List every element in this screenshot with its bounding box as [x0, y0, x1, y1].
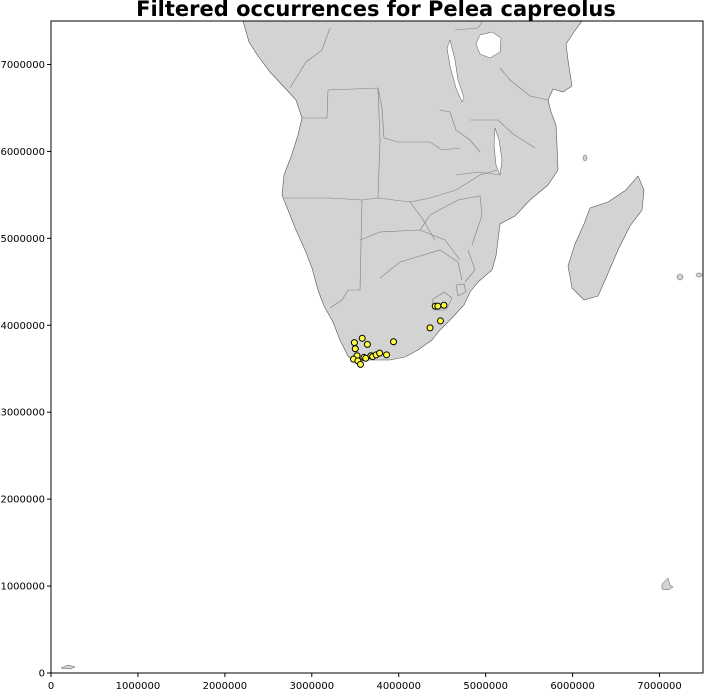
occurrence-point [390, 338, 398, 346]
island-kerguelen [661, 577, 674, 591]
occurrence-point [436, 317, 444, 325]
x-tick-label: 7000000 [637, 681, 682, 690]
eswatini-outline [455, 283, 467, 297]
y-tick-label: 7000000 [0, 60, 45, 71]
y-tick-label: 1000000 [0, 582, 45, 593]
y-tick-label: 4000000 [0, 321, 45, 332]
occurrence-point [426, 324, 434, 332]
x-tick-label: 5000000 [463, 681, 508, 690]
occurrence-point [376, 349, 384, 357]
island-south-sandwich [60, 664, 76, 670]
y-tick-label: 0 [39, 669, 45, 680]
x-tick-label: 2000000 [203, 681, 248, 690]
axes-frame [50, 20, 704, 674]
occurrence-point [356, 360, 364, 368]
plot-area [50, 20, 704, 674]
y-tick-label: 2000000 [0, 495, 45, 506]
x-tick-label: 4000000 [376, 681, 421, 690]
occurrence-point [358, 334, 366, 342]
lake-victoria [475, 31, 502, 59]
occurrence-point [363, 340, 371, 348]
y-tick-label: 5000000 [0, 234, 45, 245]
chart-title: Filtered occurrences for Pelea capreolus [136, 0, 616, 21]
x-axis: 0 1000000 2000000 3000000 4000000 5000000 6000… [48, 673, 682, 690]
x-tick-label: 6000000 [550, 681, 595, 690]
africa-landmass [242, 20, 583, 363]
island-mauritius [676, 273, 684, 281]
occurrence-point [351, 345, 359, 353]
occurrence-point [434, 302, 442, 310]
x-tick-label: 1000000 [116, 681, 161, 690]
x-tick-label: 0 [48, 681, 54, 690]
occurrence-point [383, 351, 391, 359]
occurrence-points [350, 301, 448, 368]
occurrence-point [440, 301, 448, 309]
country-borders [284, 21, 549, 309]
occurrence-point [350, 339, 358, 347]
island-reunion [695, 272, 703, 278]
y-tick-label: 6000000 [0, 147, 45, 158]
lake-tanganyika [446, 39, 465, 103]
x-tick-label: 3000000 [290, 681, 335, 690]
madagascar-island [567, 175, 645, 301]
y-axis: 0 1000000 2000000 3000000 4000000 5000000 6000… [0, 60, 51, 680]
island-comoros [582, 154, 588, 162]
y-tick-label: 3000000 [0, 408, 45, 419]
